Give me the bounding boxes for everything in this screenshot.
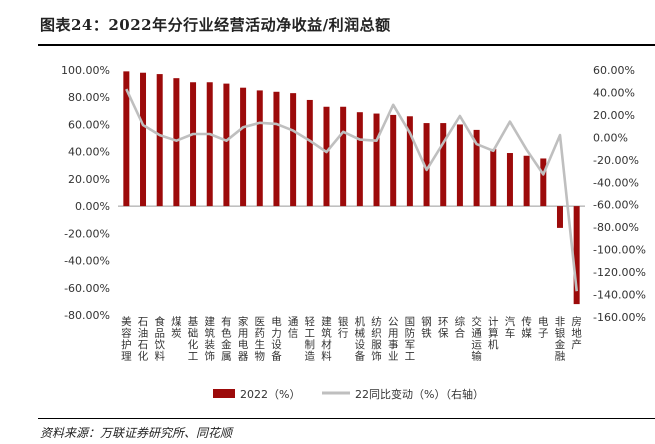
- category-label: 有色金属: [221, 315, 232, 363]
- category-label: 综合: [455, 315, 466, 340]
- bar-23: [506, 153, 513, 207]
- bar-2: [156, 74, 163, 207]
- bar-16: [390, 114, 397, 207]
- right-tick-label: 20.00%: [593, 109, 635, 122]
- bar-4: [190, 82, 197, 207]
- left-tick-label: 40.00%: [68, 146, 110, 159]
- bar-series: [123, 71, 580, 305]
- category-label: 机械设备: [355, 315, 366, 363]
- bar-0: [123, 71, 130, 207]
- bar-26: [556, 206, 563, 228]
- left-tick-label: 60.00%: [68, 118, 110, 131]
- category-label: 轻工制造: [305, 315, 316, 363]
- bar-1: [140, 72, 147, 207]
- category-label: 公用事业: [388, 316, 399, 363]
- bar-10: [290, 93, 297, 207]
- right-axis-ticks: 60.00% 40.00% 20.00% 0.00% -20.00% -40.00% -60…: [593, 64, 646, 324]
- bar-12: [323, 106, 330, 207]
- category-label: 医药生物: [255, 316, 266, 363]
- left-tick-label: -80.00%: [64, 309, 110, 322]
- bar-19: [440, 123, 447, 207]
- right-tick-label: 60.00%: [593, 64, 635, 77]
- category-label: 电力设备: [271, 315, 282, 363]
- category-label: 石油石化: [138, 316, 149, 363]
- bar-9: [273, 91, 280, 207]
- right-tick-label: -40.00%: [593, 176, 639, 189]
- category-label: 房地产: [571, 315, 582, 351]
- legend-line-label: 22同比变动（%）（右轴）: [355, 387, 484, 401]
- category-label: 纺织服饰: [371, 315, 382, 363]
- right-tick-label: 0.00%: [593, 131, 628, 144]
- category-label: 环保: [438, 316, 449, 340]
- left-axis-ticks: 100.00% 80.00% 60.00% 40.00% 20.00% 0.00% -20.…: [61, 64, 110, 322]
- category-label: 国防军工: [405, 316, 416, 363]
- category-label: 计算机: [488, 315, 499, 351]
- category-label: 基础化工: [188, 315, 199, 363]
- category-label: 银行: [338, 315, 349, 340]
- bar-25: [540, 158, 547, 207]
- left-tick-label: 20.00%: [68, 173, 110, 186]
- category-label: 家用电器: [238, 315, 249, 363]
- bar-18: [423, 123, 430, 207]
- right-tick-label: -80.00%: [593, 221, 639, 234]
- bar-24: [523, 155, 530, 207]
- category-label: 汽车: [505, 315, 516, 340]
- right-tick-label: 40.00%: [593, 86, 635, 99]
- right-tick-label: -60.00%: [593, 199, 639, 212]
- bar-13: [340, 106, 347, 207]
- bar-7: [240, 87, 247, 207]
- line-series: [125, 88, 578, 292]
- left-tick-label: 100.00%: [61, 64, 110, 77]
- category-labels: 美容护理石油石化食品饮料煤炭基础化工建筑装饰有色金属家用电器医药生物电力设备通信…: [121, 315, 582, 363]
- source-note: 资料来源：万联证券研究所、同花顺: [40, 426, 233, 440]
- bar-8: [256, 90, 263, 207]
- left-tick-label: 80.00%: [68, 91, 110, 104]
- bar-14: [356, 112, 363, 207]
- left-tick-label: 0.00%: [75, 200, 110, 213]
- category-label: 建筑装饰: [204, 315, 215, 363]
- chart-title: 图表24：2022年分行业经营活动净收益/利润总额: [40, 16, 391, 34]
- bar-27: [573, 206, 580, 305]
- bar-22: [490, 148, 497, 207]
- bar-15: [373, 113, 380, 207]
- category-label: 煤炭: [171, 315, 182, 340]
- right-tick-label: -20.00%: [593, 154, 639, 167]
- bar-21: [473, 129, 480, 207]
- title-rule: [38, 44, 655, 46]
- chart-legend: 2022（%） 22同比变动（%）（右轴）: [213, 387, 484, 401]
- category-label: 食品饮料: [154, 315, 165, 363]
- bar-3: [173, 78, 180, 207]
- right-tick-label: -100.00%: [593, 244, 646, 257]
- bar-5: [206, 82, 213, 207]
- category-label: 非银金融: [555, 316, 566, 363]
- source-rule: [38, 418, 655, 419]
- category-label: 通信: [288, 316, 299, 340]
- change-line: [125, 88, 578, 292]
- legend-bar-swatch: [213, 389, 235, 398]
- right-tick-label: -120.00%: [593, 266, 646, 279]
- left-tick-label: -60.00%: [64, 282, 110, 295]
- category-label: 传媒: [521, 316, 532, 340]
- bar-17: [406, 116, 413, 207]
- bar-6: [223, 83, 230, 207]
- category-label: 交通运输: [471, 315, 482, 363]
- legend-bar-label: 2022（%）: [240, 388, 300, 401]
- right-tick-label: -160.00%: [593, 311, 646, 324]
- left-tick-label: -40.00%: [64, 255, 110, 268]
- category-label: 电子: [538, 315, 549, 340]
- bar-11: [306, 99, 313, 207]
- bar-20: [456, 124, 463, 207]
- category-label: 美容护理: [121, 315, 132, 363]
- category-label: 钢铁: [421, 315, 432, 340]
- category-label: 建筑材料: [321, 315, 332, 363]
- right-tick-label: -140.00%: [593, 289, 646, 302]
- left-tick-label: -20.00%: [64, 227, 110, 240]
